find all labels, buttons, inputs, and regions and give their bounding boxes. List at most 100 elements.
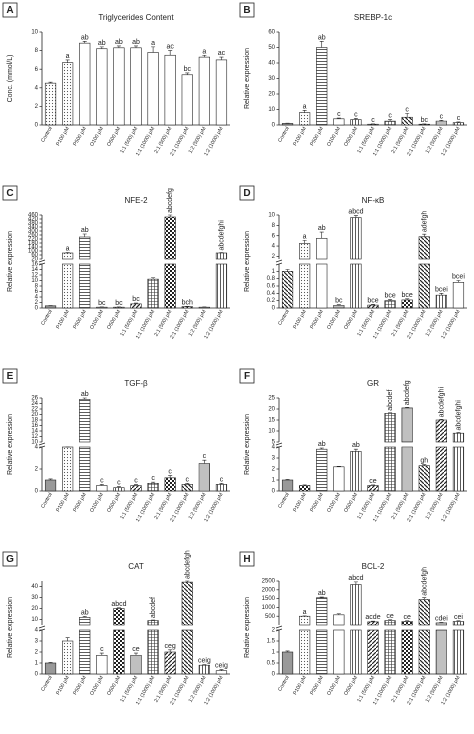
bar <box>147 52 159 126</box>
panel-letter: G <box>6 554 14 565</box>
axis-break <box>275 259 283 266</box>
bar <box>299 112 311 126</box>
y-tick-label: 5 <box>272 440 276 446</box>
axis-break <box>275 625 283 632</box>
error-bar <box>371 304 375 306</box>
error-bar <box>65 59 70 63</box>
bar <box>384 620 396 626</box>
x-tick-label: P100 μM <box>55 126 71 147</box>
significance-label: bc <box>115 300 123 307</box>
error-bar <box>151 481 156 484</box>
bar <box>281 123 294 126</box>
y-tick-label: 3 <box>272 456 276 462</box>
y-tick-label: 20 <box>31 412 38 418</box>
y-tick-label: 10 <box>268 107 275 113</box>
y-axis-label: Relative expression <box>244 48 251 109</box>
bar <box>147 620 159 626</box>
error-bar <box>99 484 104 486</box>
error-bar <box>168 649 173 652</box>
bar <box>96 48 108 126</box>
y-tick-label: 16 <box>31 423 38 429</box>
error-bar <box>353 215 358 218</box>
y-tick-label: 0 <box>35 489 39 495</box>
significance-label: ab <box>81 227 89 234</box>
panel-letter-box <box>2 368 18 384</box>
y-tick-label: 20 <box>268 92 275 98</box>
error-bar <box>151 277 156 280</box>
panel-letter-box <box>239 551 255 567</box>
y-tick-label: 10 <box>268 213 275 219</box>
error-bar <box>371 484 375 486</box>
y-tick-label: 4 <box>35 85 39 91</box>
error-bar <box>202 664 207 666</box>
bar <box>316 47 328 126</box>
bar <box>164 651 176 675</box>
y-tick-label: 8 <box>35 48 39 54</box>
x-tick-label: O100 μM <box>326 309 342 331</box>
bar <box>435 622 447 626</box>
bar <box>401 629 413 675</box>
error-bar <box>185 72 190 75</box>
bar <box>401 407 413 443</box>
significance-label: ceig <box>215 663 228 670</box>
error-bar <box>168 50 173 56</box>
bar <box>164 477 176 492</box>
error-bar <box>185 580 190 583</box>
y-tick-label: 140 <box>28 245 39 251</box>
error-bar <box>202 459 207 464</box>
y-tick-label: 1 <box>272 269 276 275</box>
error-bar <box>219 56 224 60</box>
x-tick-label: P500 μM <box>309 309 325 330</box>
x-tick-label: O500 μM <box>106 126 122 148</box>
y-tick-label: 10 <box>31 30 38 36</box>
bar <box>435 446 447 492</box>
y-tick-label: 340 <box>28 225 39 231</box>
x-tick-label: P500 μM <box>72 126 88 147</box>
significance-label: a <box>66 246 70 253</box>
x-tick-label: O100 μM <box>89 126 105 148</box>
error-bar <box>388 119 393 122</box>
error-bar <box>219 252 224 253</box>
bar <box>418 599 430 626</box>
bar <box>164 263 176 309</box>
bar <box>367 621 379 626</box>
bar <box>333 629 345 675</box>
y-tick-label: 16 <box>31 262 38 268</box>
error-bar <box>336 465 341 467</box>
bar <box>367 304 379 309</box>
y-tick-label: 380 <box>28 221 39 227</box>
significance-label: acde <box>365 614 380 621</box>
bar <box>96 306 108 309</box>
x-tick-label: P100 μM <box>55 309 71 330</box>
bar <box>316 597 328 626</box>
bar <box>181 74 193 126</box>
error-bar <box>134 45 138 48</box>
bar <box>281 651 294 675</box>
y-tick-label: 4 <box>35 295 39 301</box>
significance-label: c <box>388 113 392 120</box>
bar <box>147 278 159 309</box>
error-bar <box>456 620 461 622</box>
bar <box>299 629 311 675</box>
error-bar <box>285 650 290 652</box>
y-tick-label: 6 <box>272 233 276 239</box>
bar <box>435 419 447 443</box>
panel-letter-box <box>239 368 255 384</box>
significance-label: ce <box>369 478 377 485</box>
significance-label: abcdefgh <box>421 567 428 596</box>
significance-label: ab <box>81 34 89 41</box>
significance-label: ab <box>81 609 89 616</box>
significance-label: c <box>100 477 104 484</box>
error-bar <box>336 613 341 615</box>
y-tick-label: 12 <box>31 434 38 440</box>
error-bar <box>405 298 410 300</box>
significance-label: bce <box>402 292 413 299</box>
significance-label: c <box>457 115 461 122</box>
error-bar <box>405 113 410 118</box>
bar <box>333 466 345 492</box>
bar <box>418 263 430 309</box>
bar <box>79 42 91 126</box>
bar <box>435 120 447 126</box>
y-tick-label: 0 <box>35 306 39 312</box>
error-bar <box>319 447 324 450</box>
